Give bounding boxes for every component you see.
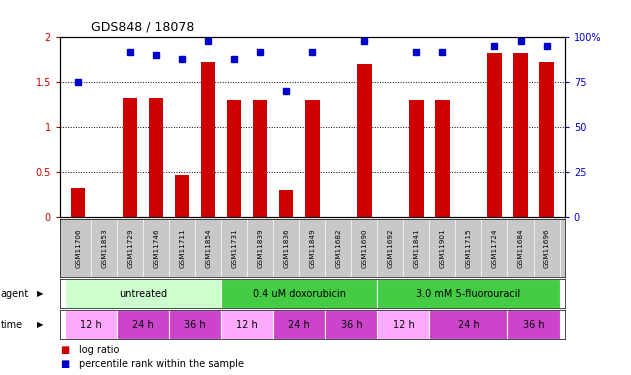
Text: agent: agent <box>1 289 29 298</box>
Text: 0.4 uM doxorubicin: 0.4 uM doxorubicin <box>253 289 346 298</box>
Text: ■: ■ <box>60 359 69 369</box>
Bar <box>117 310 169 339</box>
Bar <box>253 100 268 217</box>
Text: ■: ■ <box>60 345 69 355</box>
Text: GSM11706: GSM11706 <box>75 228 81 268</box>
Text: GSM11729: GSM11729 <box>127 228 133 268</box>
Bar <box>201 62 215 217</box>
Text: GSM11854: GSM11854 <box>205 228 211 268</box>
Text: percentile rank within the sample: percentile rank within the sample <box>79 359 244 369</box>
Text: GSM11684: GSM11684 <box>517 228 524 268</box>
Text: GDS848 / 18078: GDS848 / 18078 <box>91 20 195 33</box>
Text: GSM11711: GSM11711 <box>179 228 186 268</box>
Bar <box>221 310 273 339</box>
Bar <box>71 188 85 217</box>
Text: 36 h: 36 h <box>522 320 545 330</box>
Text: GSM11690: GSM11690 <box>362 228 367 268</box>
Text: GSM11746: GSM11746 <box>153 228 159 268</box>
Text: 36 h: 36 h <box>184 320 206 330</box>
Bar <box>123 98 138 217</box>
Bar <box>357 64 372 217</box>
Bar <box>507 310 560 339</box>
Bar <box>273 310 326 339</box>
Text: log ratio: log ratio <box>79 345 119 355</box>
Bar <box>514 53 528 217</box>
Text: 3.0 mM 5-fluorouracil: 3.0 mM 5-fluorouracil <box>416 289 521 298</box>
Text: 24 h: 24 h <box>457 320 480 330</box>
Text: GSM11836: GSM11836 <box>283 228 290 268</box>
Bar <box>169 310 221 339</box>
Bar <box>435 100 450 217</box>
Text: 24 h: 24 h <box>288 320 310 330</box>
Text: ▶: ▶ <box>37 289 43 298</box>
Bar <box>410 100 423 217</box>
Text: GSM11682: GSM11682 <box>335 228 341 268</box>
Text: GSM11692: GSM11692 <box>387 228 393 268</box>
Bar <box>377 310 430 339</box>
Text: GSM11731: GSM11731 <box>232 228 237 268</box>
Bar <box>487 53 502 217</box>
Bar <box>221 279 377 308</box>
Text: GSM11839: GSM11839 <box>257 228 263 268</box>
Text: 12 h: 12 h <box>237 320 258 330</box>
Bar <box>65 310 117 339</box>
Bar <box>175 175 189 217</box>
Text: GSM11841: GSM11841 <box>413 228 420 268</box>
Text: untreated: untreated <box>119 289 167 298</box>
Bar <box>227 100 242 217</box>
Bar <box>279 190 293 217</box>
Text: ▶: ▶ <box>37 320 43 329</box>
Text: GSM11849: GSM11849 <box>309 228 316 268</box>
Text: 12 h: 12 h <box>392 320 415 330</box>
Bar <box>326 310 377 339</box>
Text: 24 h: 24 h <box>133 320 154 330</box>
Text: GSM11901: GSM11901 <box>439 228 445 268</box>
Text: GSM11715: GSM11715 <box>466 228 471 268</box>
Bar <box>65 279 221 308</box>
Bar <box>540 62 553 217</box>
Bar <box>377 279 560 308</box>
Bar <box>305 100 319 217</box>
Text: GSM11853: GSM11853 <box>101 228 107 268</box>
Bar <box>430 310 507 339</box>
Bar <box>149 98 163 217</box>
Text: 36 h: 36 h <box>341 320 362 330</box>
Text: 12 h: 12 h <box>80 320 102 330</box>
Text: time: time <box>1 320 23 330</box>
Text: GSM11696: GSM11696 <box>543 228 550 268</box>
Text: GSM11724: GSM11724 <box>492 228 497 268</box>
